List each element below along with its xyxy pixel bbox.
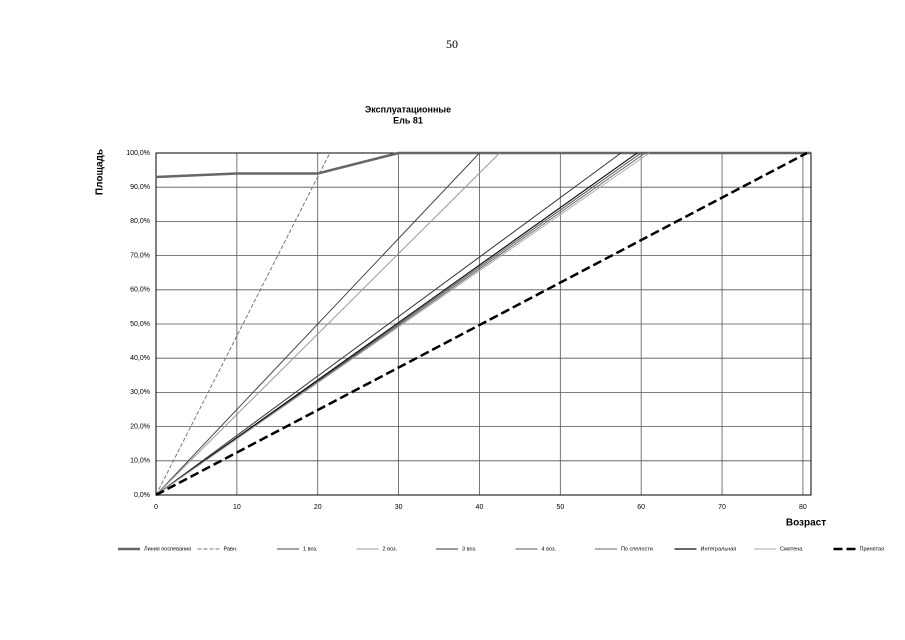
- x-tick-label: 70: [718, 504, 726, 511]
- legend-label: Равн.: [224, 546, 239, 552]
- page-number: 50: [446, 37, 458, 51]
- y-tick-label: 40,0%: [130, 355, 150, 362]
- series-line: [155, 152, 480, 496]
- y-tick-label: 80,0%: [130, 218, 150, 225]
- legend-label: По спелости: [621, 546, 653, 552]
- y-tick-label: 100,0%: [126, 150, 150, 157]
- x-tick-label: 20: [314, 504, 322, 511]
- y-tick-label: 90,0%: [130, 184, 150, 191]
- series-line: [155, 152, 638, 496]
- x-tick-label: 50: [556, 504, 564, 511]
- series-line: [155, 151, 811, 179]
- x-tick-label: 40: [476, 504, 484, 511]
- legend-label: 2 воз.: [383, 546, 398, 552]
- series-line: [155, 152, 331, 496]
- x-tick-label: 0: [154, 504, 158, 511]
- legend-label: Линия поспевания: [144, 546, 191, 552]
- x-tick-label: 80: [799, 504, 807, 511]
- y-axis-label: Площадь: [95, 149, 106, 195]
- x-tick-label: 30: [395, 504, 403, 511]
- legend-label: 3 воз.: [462, 546, 477, 552]
- legend-label: 4 воз.: [542, 546, 557, 552]
- y-tick-label: 60,0%: [130, 287, 150, 294]
- y-tick-label: 70,0%: [130, 252, 150, 259]
- chart-title: Эксплуатационные: [365, 104, 451, 114]
- x-tick-label: 60: [637, 504, 645, 511]
- series-line: [155, 151, 808, 497]
- x-axis-label: Возраст: [786, 518, 826, 529]
- y-tick-label: 50,0%: [130, 321, 150, 328]
- chart-title: Ель 81: [393, 115, 423, 125]
- legend-label: 1 воз.: [303, 546, 318, 552]
- series-line: [155, 152, 622, 496]
- legend-label: Принятая: [860, 546, 885, 552]
- y-tick-label: 20,0%: [130, 423, 150, 430]
- y-tick-label: 30,0%: [130, 389, 150, 396]
- y-tick-label: 10,0%: [130, 458, 150, 465]
- series-line: [155, 152, 650, 496]
- x-tick-label: 10: [233, 504, 241, 511]
- y-tick-label: 0,0%: [134, 492, 150, 499]
- series-line: [155, 152, 501, 496]
- legend-label: Интегральная: [701, 546, 737, 552]
- legend-label: Смятена: [780, 546, 803, 552]
